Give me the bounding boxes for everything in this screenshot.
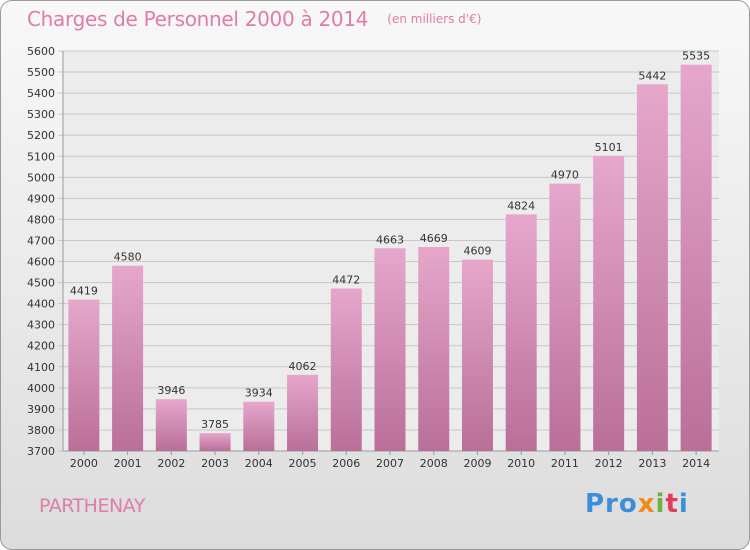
- bar-2006[interactable]: [330, 288, 362, 451]
- y-tick-label: 4000: [27, 382, 55, 395]
- value-label: 3946: [157, 384, 185, 397]
- bar-2007[interactable]: [374, 248, 406, 451]
- value-label: 3785: [201, 418, 229, 431]
- value-label: 5535: [682, 50, 710, 63]
- location-label: PARTHENAY: [39, 495, 145, 517]
- y-tick-label: 4700: [27, 234, 55, 247]
- bar-2008[interactable]: [418, 247, 450, 451]
- chart-subtitle: (en milliers d'€): [387, 12, 482, 26]
- x-tick-label: 2009: [463, 457, 491, 470]
- bar-2002[interactable]: [155, 399, 187, 451]
- x-tick-label: 2005: [289, 457, 317, 470]
- value-label: 5442: [638, 69, 666, 82]
- y-tick-label: 3900: [27, 403, 55, 416]
- value-label: 4970: [551, 169, 579, 182]
- bar-2001[interactable]: [112, 265, 144, 451]
- x-tick-label: 2001: [114, 457, 142, 470]
- bar-2000[interactable]: [68, 299, 100, 451]
- value-label: 3934: [245, 387, 273, 400]
- x-tick-label: 2007: [376, 457, 404, 470]
- value-label: 4580: [114, 251, 142, 264]
- proxiti-logo[interactable]: Proxiti: [585, 489, 689, 519]
- x-tick-label: 2012: [595, 457, 623, 470]
- title-row: Charges de Personnel 2000 à 2014 (en mil…: [27, 7, 481, 31]
- value-label: 4663: [376, 233, 404, 246]
- y-tick-label: 4500: [27, 277, 55, 290]
- x-tick-label: 2003: [201, 457, 229, 470]
- y-tick-label: 5500: [27, 66, 55, 79]
- bars-layer: [68, 64, 712, 452]
- value-label: 4669: [420, 232, 448, 245]
- bar-2009[interactable]: [461, 259, 493, 451]
- bar-2013[interactable]: [636, 84, 668, 452]
- bar-2014[interactable]: [680, 64, 712, 452]
- x-tick-label: 2000: [70, 457, 98, 470]
- y-tick-label: 4600: [27, 256, 55, 269]
- y-tick-label: 3800: [27, 424, 55, 437]
- x-tick-label: 2006: [332, 457, 360, 470]
- y-tick-label: 4200: [27, 340, 55, 353]
- y-tick-label: 5100: [27, 150, 55, 163]
- y-tick-label: 4100: [27, 361, 55, 374]
- y-tick-label: 5200: [27, 129, 55, 142]
- y-tick-label: 4400: [27, 298, 55, 311]
- value-label: 4419: [70, 285, 98, 298]
- x-tick-label: 2008: [420, 457, 448, 470]
- x-tick-label: 2013: [638, 457, 666, 470]
- y-tick-label: 3700: [27, 445, 55, 458]
- y-tick-label: 4900: [27, 192, 55, 205]
- y-tick-label: 4300: [27, 319, 55, 332]
- value-label: 4472: [332, 273, 360, 286]
- x-tick-label: 2002: [157, 457, 185, 470]
- bar-2012[interactable]: [593, 156, 625, 452]
- y-tick-label: 5300: [27, 108, 55, 121]
- x-tick-label: 2004: [245, 457, 273, 470]
- x-tick-label: 2010: [507, 457, 535, 470]
- value-label: 5101: [595, 141, 623, 154]
- bar-2011[interactable]: [549, 183, 581, 451]
- bar-2010[interactable]: [505, 214, 537, 451]
- chart-title: Charges de Personnel 2000 à 2014: [27, 7, 369, 31]
- x-tick-label: 2011: [551, 457, 579, 470]
- x-tick-label: 2014: [682, 457, 710, 470]
- value-label: 4062: [289, 360, 317, 373]
- bar-2003[interactable]: [199, 433, 231, 451]
- y-tick-label: 5000: [27, 171, 55, 184]
- bar-2004[interactable]: [243, 401, 275, 451]
- labels-layer: 3700 3800 3900 4000 4100 4200 4300 4400 4500 4600…: [27, 45, 710, 470]
- y-tick-label: 5600: [27, 45, 55, 58]
- y-tick-label: 4800: [27, 213, 55, 226]
- value-label: 4824: [507, 199, 535, 212]
- value-label: 4609: [463, 245, 491, 258]
- bar-2005[interactable]: [287, 374, 319, 451]
- y-tick-label: 5400: [27, 87, 55, 100]
